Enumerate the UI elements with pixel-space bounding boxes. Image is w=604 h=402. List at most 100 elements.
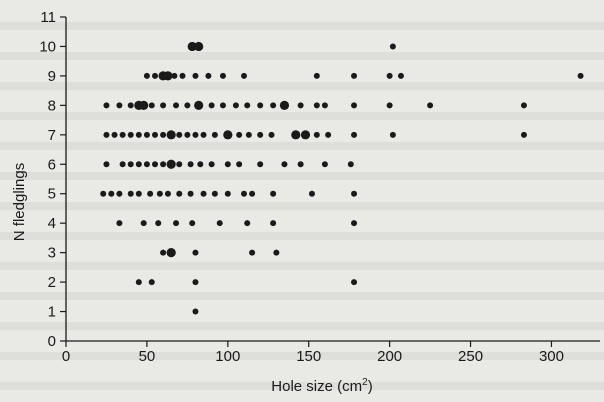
data-point [135, 131, 142, 138]
data-point [103, 131, 110, 138]
data-point [127, 190, 134, 197]
data-point [389, 43, 396, 50]
data-point [241, 72, 247, 79]
data-point [351, 102, 358, 109]
data-point [187, 161, 194, 168]
data-point [116, 190, 123, 197]
y-tick-label: 9 [48, 68, 56, 85]
data-point [520, 131, 527, 138]
x-tick-label: 200 [377, 348, 402, 365]
data-point [241, 190, 247, 197]
data-point [208, 161, 215, 168]
data-point [386, 102, 393, 109]
data-point [219, 72, 226, 79]
data-point [160, 131, 167, 138]
data-point [176, 131, 183, 138]
data-point [351, 220, 358, 227]
data-point [197, 161, 204, 168]
data-point [108, 190, 115, 197]
data-point [386, 72, 393, 79]
data-point [135, 279, 142, 286]
data-point [351, 190, 358, 197]
data-point [152, 131, 158, 138]
data-point [347, 161, 354, 168]
y-tick-label: 6 [48, 156, 56, 173]
data-point [152, 161, 158, 168]
x-tick-label: 50 [139, 348, 156, 365]
data-point [192, 308, 199, 315]
data-point [321, 161, 328, 168]
data-point [192, 72, 199, 79]
data-point [119, 131, 126, 138]
data-point [244, 220, 251, 227]
data-point [270, 190, 277, 197]
data-point [325, 131, 332, 138]
data-point [103, 161, 110, 168]
data-point [166, 130, 176, 140]
data-point [173, 102, 180, 109]
data-point [211, 131, 218, 138]
y-tick-label: 0 [48, 333, 56, 350]
data-point [135, 190, 142, 197]
data-point [194, 100, 204, 110]
data-point [236, 161, 243, 168]
x-tick-label: 250 [458, 348, 483, 365]
data-point [397, 72, 404, 79]
data-point [147, 190, 154, 197]
data-point [205, 72, 212, 79]
data-point [208, 102, 215, 109]
data-point [173, 220, 180, 227]
data-point [156, 190, 163, 197]
data-point [257, 102, 264, 109]
data-point [244, 102, 251, 109]
data-point [152, 72, 158, 79]
data-point [119, 161, 126, 168]
data-point [321, 102, 328, 109]
data-point [148, 102, 155, 109]
data-point [200, 131, 207, 138]
data-point [200, 190, 207, 197]
data-point [166, 248, 176, 258]
data-point [232, 102, 239, 109]
data-point [127, 161, 134, 168]
data-point [351, 279, 358, 286]
data-point [389, 131, 396, 138]
data-point [171, 72, 178, 79]
axes [65, 17, 600, 342]
data-point [257, 131, 264, 138]
x-axis-title-main: Hole size (cm [271, 378, 362, 395]
data-point [194, 41, 204, 52]
x-tick-label: 300 [539, 348, 564, 365]
data-point [297, 102, 304, 109]
y-tick-label: 2 [48, 274, 56, 291]
data-point [291, 130, 301, 140]
data-point [176, 161, 183, 168]
y-tick-label: 4 [48, 215, 56, 232]
y-tick-label: 7 [48, 127, 56, 144]
data-point [427, 102, 434, 109]
data-point [223, 130, 233, 140]
data-point [166, 159, 176, 169]
data-point [520, 102, 527, 109]
y-axis-title: N fledglings [11, 163, 28, 241]
data-point [300, 130, 311, 140]
data-point [143, 131, 150, 138]
data-point [297, 161, 304, 168]
data-point [245, 131, 252, 138]
data-point [187, 41, 197, 52]
data-point [313, 131, 320, 138]
data-point [257, 161, 264, 168]
x-axis-title-close: ) [368, 378, 373, 395]
data-point [313, 72, 320, 79]
data-point [103, 102, 110, 109]
data-point [160, 161, 167, 168]
y-tick-label: 3 [48, 245, 56, 262]
y-tick-label: 11 [40, 9, 56, 26]
data-point [139, 100, 149, 110]
data-point [140, 220, 147, 227]
data-point [211, 190, 218, 197]
data-point [219, 102, 226, 109]
data-point [192, 131, 199, 138]
data-point [163, 71, 173, 81]
